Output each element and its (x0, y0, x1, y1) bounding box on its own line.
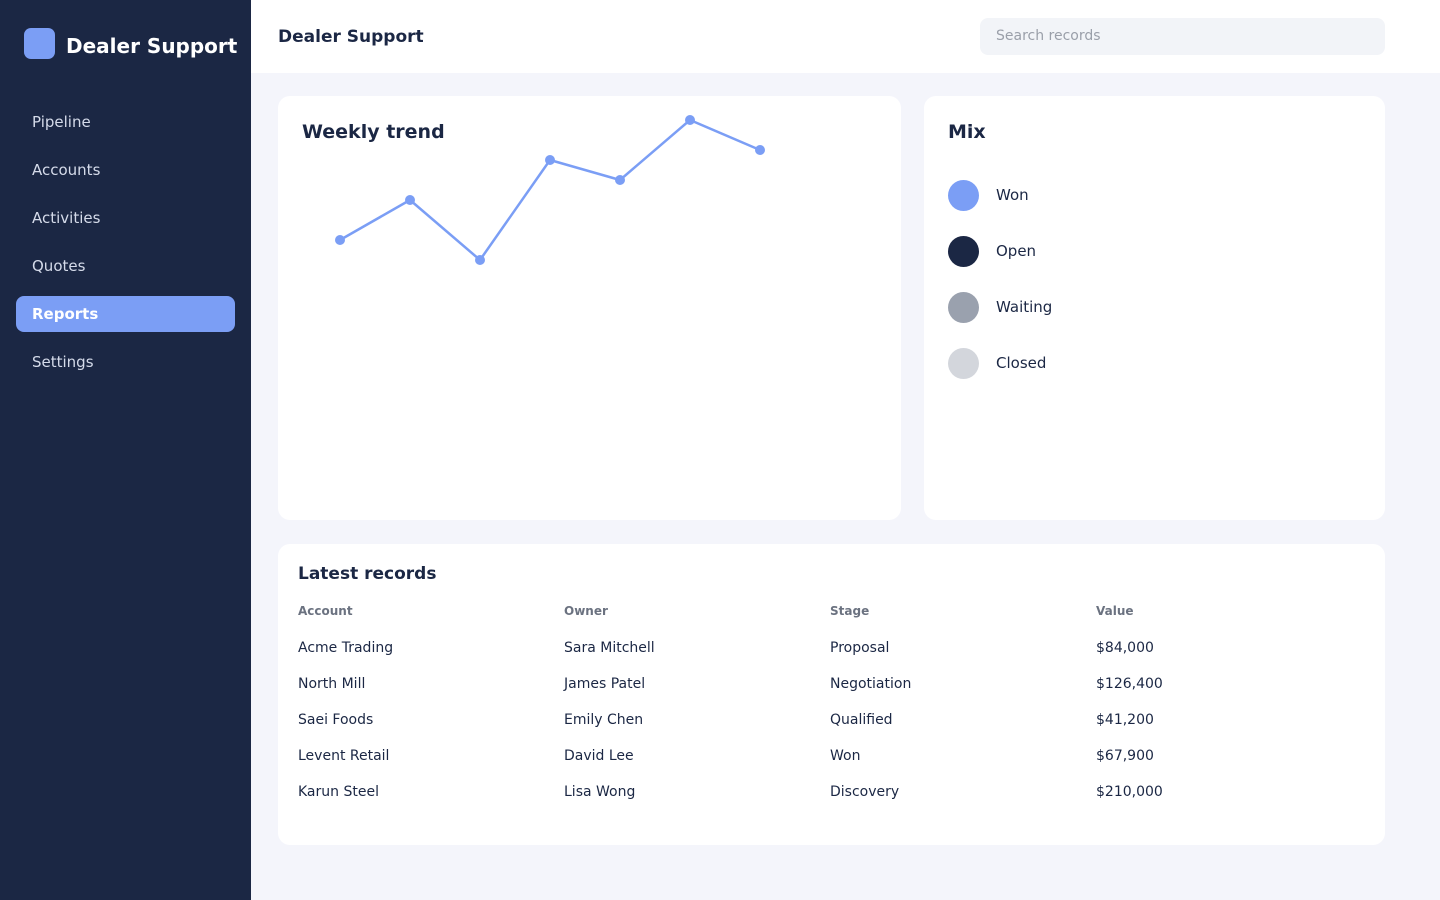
table-cell: $67,900 (1096, 748, 1154, 764)
table-cell: Discovery (830, 784, 900, 800)
table-cell: Lisa Wong (564, 784, 636, 800)
nav-item[interactable]: Quotes (32, 257, 86, 275)
table-cell: David Lee (564, 748, 634, 764)
table-cell: Sara Mitchell (564, 640, 655, 656)
table-cell: Acme Trading (298, 640, 394, 656)
card-title: Mix (948, 121, 986, 143)
card-title: Latest records (298, 564, 437, 584)
logo (24, 28, 55, 59)
column-header: Owner (564, 604, 608, 618)
column-header: Value (1096, 604, 1134, 618)
point (335, 235, 345, 245)
legend-label: Waiting (996, 298, 1053, 316)
table-cell: Negotiation (830, 676, 912, 692)
point (405, 195, 415, 205)
table-cell: $41,200 (1096, 712, 1154, 728)
legend-label: Won (996, 186, 1029, 204)
line-chart (335, 115, 765, 265)
point (615, 175, 625, 185)
legend-label: Closed (996, 354, 1047, 372)
nav-item[interactable]: Activities (32, 209, 101, 227)
table-cell: Saei Foods (298, 712, 374, 728)
legend-swatch (948, 292, 979, 323)
table-cell: Qualified (830, 712, 893, 728)
legend-label: Open (996, 242, 1037, 260)
table-cell: Won (830, 748, 861, 764)
table-cell: Levent Retail (298, 748, 390, 764)
point (475, 255, 485, 265)
mix-card: Mix Won Open Waiting Closed (924, 96, 1385, 520)
table-cell: Proposal (830, 640, 890, 656)
page-title: Dealer Support (278, 27, 424, 47)
sidebar: Dealer Support Pipeline Accounts Activitie… (0, 0, 251, 900)
table-cell: Karun Steel (298, 784, 379, 800)
legend-swatch (948, 180, 979, 211)
legend-swatch (948, 236, 979, 267)
nav-item[interactable]: Reports (16, 296, 235, 332)
nav-item[interactable]: Pipeline (32, 113, 91, 131)
column-header: Account (298, 604, 353, 618)
search-input[interactable]: Search records (980, 18, 1385, 55)
legend-swatch (948, 348, 979, 379)
table-cell: North Mill (298, 676, 366, 692)
point (755, 145, 765, 155)
table-card: Latest records Account Owner Stage Value Acm… (278, 544, 1385, 845)
trend-line (339, 118, 761, 262)
table-cell: Emily Chen (564, 712, 644, 728)
table-cell: $126,400 (1096, 676, 1163, 692)
nav-item[interactable]: Accounts (32, 161, 101, 179)
table-cell: $210,000 (1096, 784, 1163, 800)
table-cell: $84,000 (1096, 640, 1154, 656)
trend-card: Weekly trend (278, 96, 901, 520)
card-title: Weekly trend (302, 121, 445, 143)
column-header: Stage (830, 604, 870, 618)
point (545, 155, 555, 165)
point (685, 115, 695, 125)
table-cell: James Patel (564, 676, 646, 692)
brand: Dealer Support (66, 34, 238, 58)
nav-item[interactable]: Settings (32, 353, 94, 371)
